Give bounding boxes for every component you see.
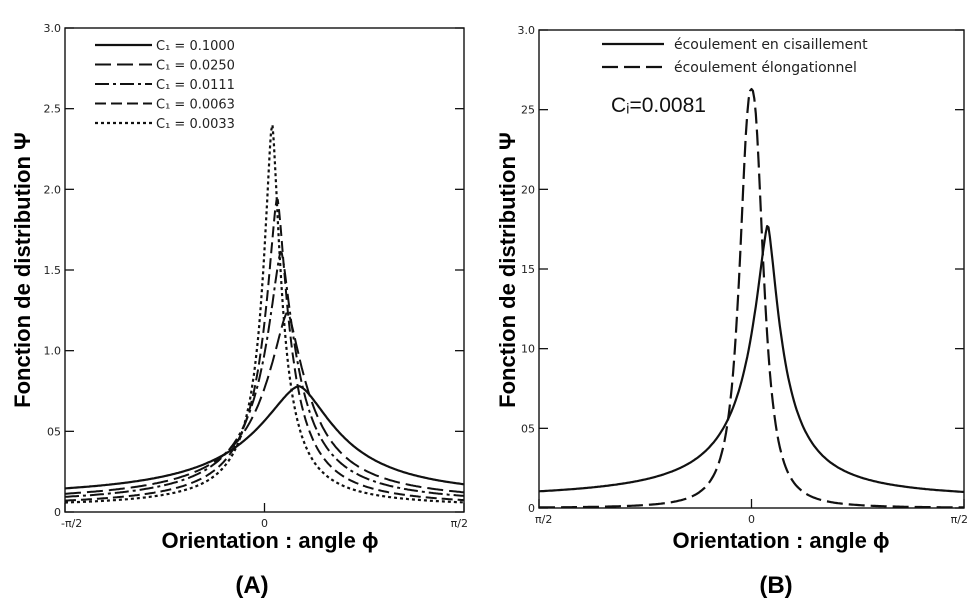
y-tick-label: 2.0 xyxy=(44,183,62,196)
x-tick-label: 0 xyxy=(261,517,268,530)
plot-frame xyxy=(538,29,965,509)
x-tick-label: -π/2 xyxy=(61,517,82,530)
legend-label: C₁ = 0.1000 xyxy=(156,39,235,54)
legend-label: C₁ = 0.0250 xyxy=(156,59,235,74)
series-line-3 xyxy=(64,250,465,498)
y-tick-label: 0 xyxy=(54,506,61,519)
legend-label: écoulement élongationnel xyxy=(674,60,857,76)
chart-a-caption: (A) xyxy=(235,572,269,599)
y-tick-label: 1.0 xyxy=(44,345,62,358)
legend-label: C₁ = 0.0033 xyxy=(156,117,235,132)
x-axis-label: Orientation : angle ϕ xyxy=(673,528,890,553)
annotation-ci: Cᵢ=0.0081 xyxy=(611,94,706,117)
y-tick-label: 05 xyxy=(521,422,535,435)
series-group xyxy=(64,123,465,504)
x-tick-label: 0 xyxy=(748,513,755,526)
y-tick-label: 05 xyxy=(47,425,61,438)
series-line-4 xyxy=(64,198,465,502)
legend: écoulement en cisaillement écoulement élo… xyxy=(602,37,868,76)
y-tick-label: 20 xyxy=(521,183,535,196)
y-tick-label: 1.5 xyxy=(44,264,62,277)
y-tick-label: 25 xyxy=(521,104,535,117)
series-line-5 xyxy=(65,123,465,504)
legend: C₁ = 0.1000 C₁ = 0.0250 C₁ = 0.0111 C₁ = 0.… xyxy=(95,39,235,132)
y-tick-label: 10 xyxy=(521,343,535,356)
series-line-2 xyxy=(539,87,964,509)
y-tick-label: 15 xyxy=(521,263,535,276)
chart-b-caption: (B) xyxy=(759,572,793,599)
x-tick-label: π/2 xyxy=(951,513,968,526)
series-line-2 xyxy=(65,311,465,495)
y-axis-label: Fonction de distribution Ψ xyxy=(10,132,35,408)
legend-label: écoulement en cisaillement xyxy=(674,37,868,53)
x-tick-label: π/2 xyxy=(451,517,468,530)
legend-label: C₁ = 0.0111 xyxy=(156,78,235,93)
y-tick-label: 0 xyxy=(528,502,535,515)
x-axis-label: Orientation : angle ϕ xyxy=(162,528,379,553)
series-line-1 xyxy=(538,225,964,493)
plot-frame xyxy=(64,27,465,513)
y-tick-label: 2.5 xyxy=(44,103,62,116)
y-axis-label: Fonction de distribution Ψ xyxy=(495,132,520,408)
legend-label: C₁ = 0.0063 xyxy=(156,98,235,113)
series-line-1 xyxy=(64,385,465,490)
chart-panel-a: 0 05 1.0 1.5 2.0 2.5 3.0 -π/2 0 π/2 Orientation : … xyxy=(10,22,468,599)
y-tick-label: 3.0 xyxy=(44,22,62,35)
y-tick-label: 3.0 xyxy=(518,24,536,37)
series-group xyxy=(538,87,964,509)
chart-panel-b: 0 05 10 15 20 25 3.0 π/2 0 π/2 Orientation : angle… xyxy=(484,0,968,616)
x-tick-label: π/2 xyxy=(535,513,552,526)
